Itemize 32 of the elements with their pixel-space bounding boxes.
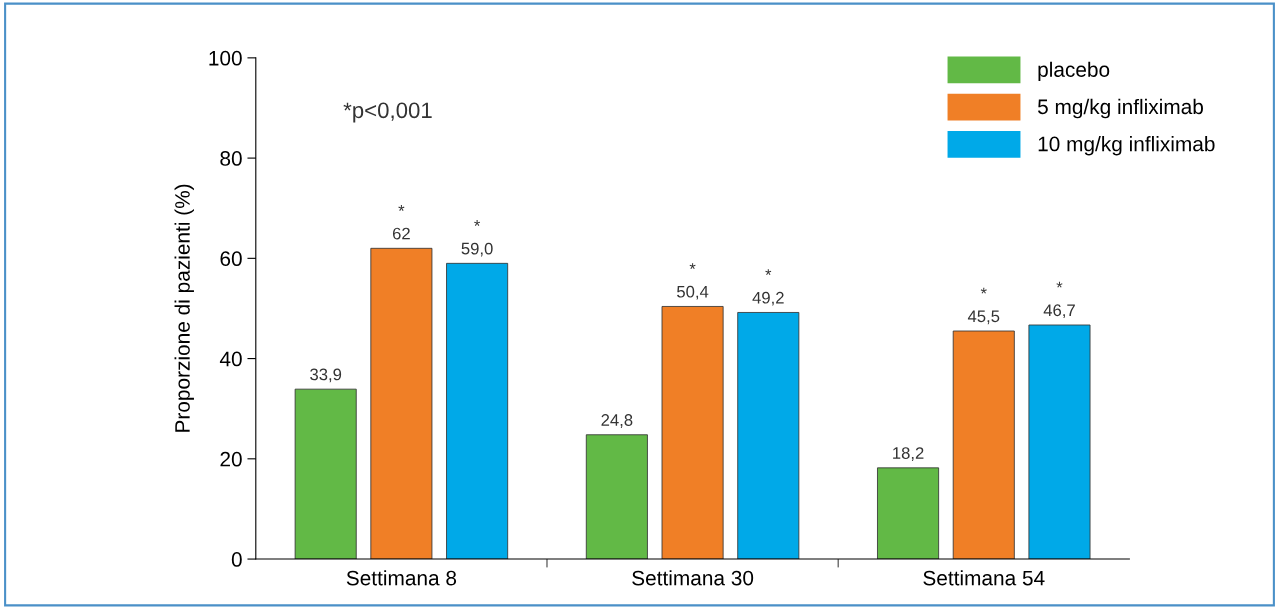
bar xyxy=(585,434,648,560)
legend-label: 5 mg/kg infliximab xyxy=(1037,98,1203,119)
data-label: * 62 xyxy=(392,205,410,240)
y-tick-label: 40 xyxy=(219,351,242,367)
bar xyxy=(661,306,724,560)
bar xyxy=(446,262,509,560)
legend-label: 10 mg/kg infliximab xyxy=(1038,136,1215,156)
data-label: * 59,0 xyxy=(461,220,493,257)
x-tick-label: Settimana 54 xyxy=(923,570,1045,586)
bar xyxy=(370,247,433,560)
bar xyxy=(877,467,940,560)
data-label: 24,8 xyxy=(601,414,633,428)
data-label: * 46,7 xyxy=(1043,281,1075,319)
legend-label: placebo xyxy=(1038,61,1110,82)
y-tick-label: 60 xyxy=(220,251,242,267)
data-label: * 49,2 xyxy=(752,269,784,306)
bar xyxy=(1028,324,1091,560)
y-tick-label: 100 xyxy=(209,50,242,66)
y-tick-label: 0 xyxy=(231,552,242,567)
data-label: 18,2 xyxy=(893,447,924,461)
bar xyxy=(952,330,1015,560)
data-label: 33,9 xyxy=(310,368,342,383)
annotation: *p<0,001 xyxy=(343,102,432,123)
x-tick-label: Settimana 8 xyxy=(346,570,457,586)
y-tick-label: 80 xyxy=(220,151,242,166)
data-label: * 50,4 xyxy=(677,263,709,300)
bar xyxy=(294,388,357,560)
data-label: * 45,5 xyxy=(967,287,1000,325)
y-axis-title: Proporzione di pazienti (%) xyxy=(174,184,194,432)
bar xyxy=(737,312,800,560)
y-tick-label: 20 xyxy=(220,451,242,467)
x-tick-label: Settimana 30 xyxy=(632,570,754,586)
